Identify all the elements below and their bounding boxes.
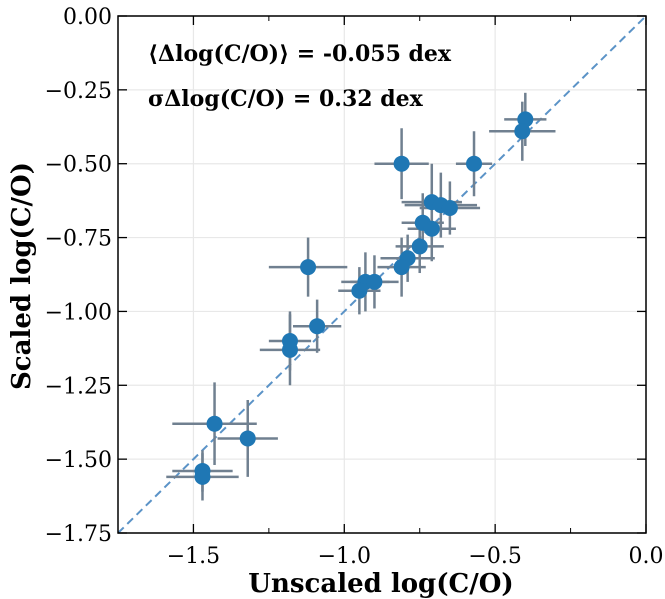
data-point	[411, 238, 428, 255]
y-tick-label: −0.75	[45, 227, 112, 252]
data-point	[441, 200, 458, 217]
x-tick-label: 0.0	[629, 544, 664, 569]
y-axis-label: Scaled log(C/O)	[7, 162, 37, 390]
data-points	[194, 111, 534, 485]
data-point	[281, 341, 298, 358]
data-point	[206, 415, 223, 432]
mean-offset-annotation: ⟨Δlog(C/O)⟩ = -0.055 dex	[148, 41, 452, 67]
x-tick-label: −1.5	[167, 544, 220, 569]
y-tick-label: −0.25	[45, 79, 112, 104]
data-point	[194, 468, 211, 485]
y-tick-label: −1.00	[45, 300, 112, 325]
axis-ticks	[117, 15, 647, 534]
x-axis-label: Unscaled log(C/O)	[248, 569, 513, 599]
scatter-annotation: σΔlog(C/O) = 0.32 dex	[148, 86, 424, 112]
tick-labels: −1.5 −1.0 −0.5 0.0 0.00 −0.25 −0.50 −0.75 −1.00 −…	[45, 5, 664, 569]
data-point	[366, 273, 383, 290]
y-tick-label: −1.50	[45, 448, 112, 473]
plot-frame	[117, 15, 647, 534]
one-to-one-line	[117, 15, 647, 534]
data-point	[393, 259, 410, 276]
data-point	[393, 155, 410, 172]
y-tick-label: 0.00	[63, 5, 112, 30]
data-point	[466, 155, 483, 172]
y-tick-label: −1.75	[45, 522, 112, 547]
data-point	[239, 430, 256, 447]
data-point	[514, 123, 531, 140]
data-point	[351, 282, 368, 299]
x-tick-label: −1.0	[318, 544, 371, 569]
y-tick-label: −0.50	[45, 153, 112, 178]
data-point	[423, 220, 440, 237]
x-tick-label: −0.5	[468, 544, 521, 569]
y-tick-label: −1.25	[45, 374, 112, 399]
data-point	[300, 259, 317, 276]
data-point	[309, 318, 326, 335]
